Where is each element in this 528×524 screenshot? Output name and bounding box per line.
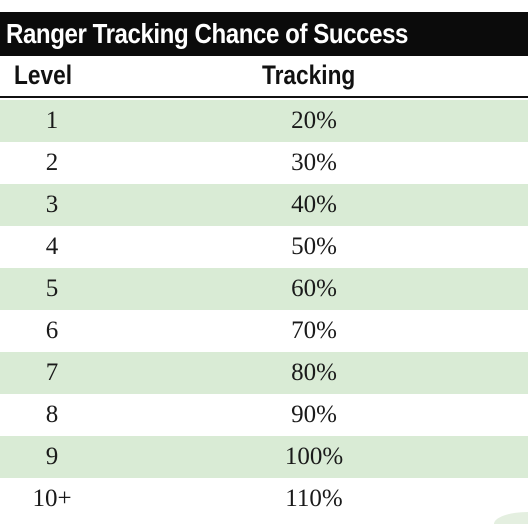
table-title: Ranger Tracking Chance of Success [6,18,409,49]
level-cell: 9 [45,443,59,470]
level-cell: 10+ [32,485,72,512]
table-title-bar: Ranger Tracking Chance of Success [0,12,528,56]
table-row: 8 90% [0,394,528,436]
tracking-cell: 90% [291,401,337,428]
tracking-cell: 110% [285,485,343,512]
column-header-level: Level [14,60,72,90]
corner-decoration [494,512,528,524]
level-cell: 7 [45,359,59,386]
table-row: 4 50% [0,226,528,268]
level-cell: 5 [45,275,59,302]
table-header-row: Level Tracking [0,58,528,98]
table-row: 6 70% [0,310,528,352]
table-row: 9 100% [0,436,528,478]
table-row: 10+ 110% [0,478,528,520]
tracking-cell: 80% [291,359,337,386]
tracking-cell: 30% [291,149,337,176]
level-cell: 2 [45,149,59,176]
table-row: 3 40% [0,184,528,226]
tracking-cell: 40% [291,191,337,218]
level-cell: 4 [45,233,59,260]
tracking-cell: 50% [291,233,337,260]
table-row: 1 20% [0,100,528,142]
tracking-cell: 70% [291,317,337,344]
table-row: 7 80% [0,352,528,394]
table-row: 5 60% [0,268,528,310]
column-header-tracking: Tracking [262,60,356,90]
table-row: 2 30% [0,142,528,184]
table-body: 1 20% 2 30% 3 40% 4 50% 5 60% 6 70% 7 80… [0,100,528,520]
tracking-cell: 60% [291,275,337,302]
level-cell: 6 [45,317,59,344]
level-cell: 1 [45,107,59,134]
level-cell: 8 [45,401,59,428]
tracking-cell: 20% [291,107,337,134]
level-cell: 3 [45,191,59,218]
tracking-cell: 100% [284,443,344,470]
